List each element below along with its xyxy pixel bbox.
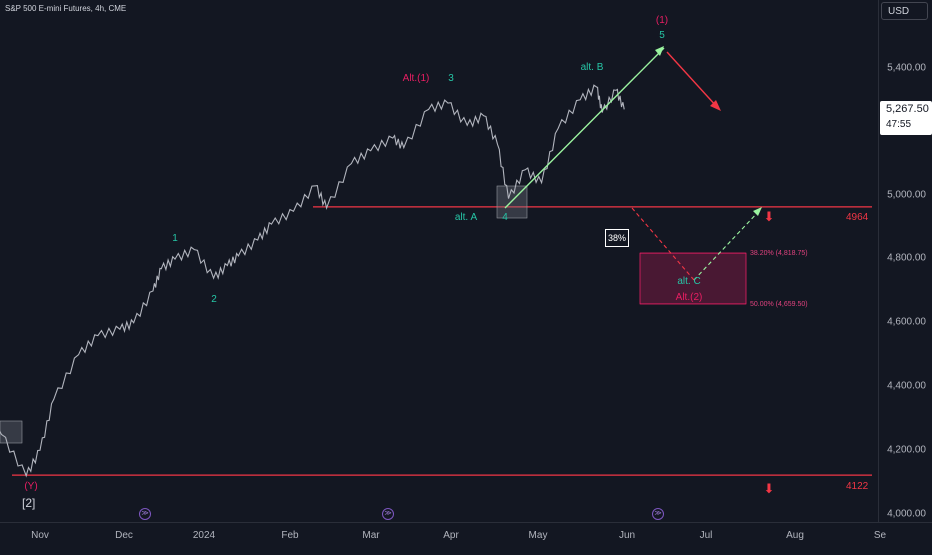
time-axis[interactable]: Nov Dec 2024 Feb Mar Apr May Jun Jul Aug… (0, 522, 932, 551)
x-tick-label: Apr (443, 530, 459, 541)
bar-countdown: 47:55 (886, 119, 912, 130)
fib-50-label: 50.00% (4,659.50) (750, 301, 808, 308)
projected-decline-line (666, 51, 719, 109)
y-tick-label: 4,400.00 (887, 380, 926, 392)
price-axis-panel[interactable] (878, 0, 932, 522)
level-4964-label: 4964 (846, 212, 869, 223)
currency-selector-button[interactable]: USD (881, 2, 928, 20)
x-tick-label: Feb (281, 530, 299, 541)
wave-label-1: 1 (172, 233, 178, 244)
x-tick-label: Nov (31, 530, 49, 541)
price-series-line (0, 84, 625, 478)
wave-label-4: 4 (502, 212, 508, 223)
wave-label-alt-2: Alt.(2) (675, 292, 703, 303)
wave-label-alt-c: alt. C (677, 276, 701, 287)
y-tick-label: 4,800.00 (887, 252, 926, 264)
wave-label-paren-1: (1) (655, 15, 669, 26)
x-tick-label: Mar (362, 530, 380, 541)
x-tick-label: Dec (115, 530, 133, 541)
level-4122-label: 4122 (846, 481, 869, 492)
alt-rally-dashed-line (693, 209, 761, 281)
event-marker-icon[interactable]: ≫ (652, 508, 664, 520)
alt-rally-arrowhead (753, 207, 762, 216)
x-tick-label: Jul (699, 530, 713, 541)
highlight-box-oct (0, 420, 23, 444)
wave-label-bracket-2: [2] (22, 496, 36, 510)
y-tick-label: 5,400.00 (887, 62, 926, 74)
event-marker-icon[interactable]: ≫ (382, 508, 394, 520)
wave-label-3: 3 (448, 73, 454, 84)
down-arrow-icon: ⬇ (763, 209, 775, 224)
y-tick-label: 4,200.00 (887, 444, 926, 456)
y-tick-label: 4,600.00 (887, 316, 926, 328)
impulse-wave-line (504, 47, 665, 209)
x-tick-label: Aug (786, 530, 804, 541)
x-tick-label: May (528, 530, 548, 541)
down-arrow-icon: ⬇ (763, 481, 775, 496)
x-tick-label: Jun (618, 530, 636, 541)
wave-label-alt-a: alt. A (454, 212, 478, 223)
event-marker-icon[interactable]: ≫ (139, 508, 151, 520)
last-price-value: 5,267.50 (886, 103, 929, 115)
wave-label-alt-1: Alt.(1) (402, 73, 430, 84)
fib-38-label: 38.20% (4,818.75) (750, 250, 808, 257)
last-price-badge: 5,267.50 47:55 (880, 101, 932, 135)
impulse-arrowhead (655, 46, 664, 56)
y-tick-label: 4,000.00 (887, 508, 926, 520)
wave-label-5: 5 (659, 30, 665, 41)
wave-label-y: (Y) (24, 481, 38, 492)
wave-label-alt-b: alt. B (580, 62, 604, 73)
x-tick-label: Se (873, 530, 887, 541)
y-tick-label: 5,000.00 (887, 189, 926, 201)
probability-badge: 38% (605, 229, 629, 247)
alt-decline-dashed-line (631, 207, 695, 281)
wave-label-2: 2 (211, 294, 217, 305)
projected-decline-arrowhead (710, 100, 721, 111)
symbol-title: S&P 500 E-mini Futures, 4h, CME (5, 4, 127, 13)
x-tick-label: 2024 (192, 530, 216, 541)
